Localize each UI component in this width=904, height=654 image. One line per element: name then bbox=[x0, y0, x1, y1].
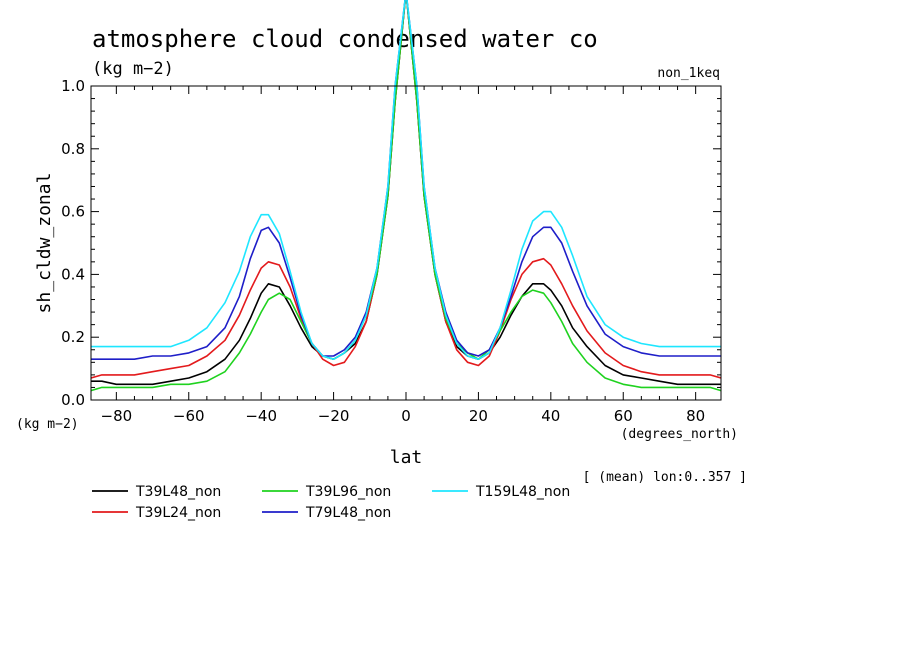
legend-entry-label: T39L96_non bbox=[305, 484, 391, 500]
chart-title: atmosphere cloud condensed water co bbox=[92, 25, 598, 53]
x-units-label: (degrees_north) bbox=[621, 427, 738, 442]
series-line-t39l24-non bbox=[91, 0, 721, 379]
series-layer bbox=[91, 0, 721, 392]
x-tick-label: −20 bbox=[318, 407, 350, 425]
domain-note: [ (mean) lon:0..357 ] bbox=[583, 470, 747, 485]
legend-entry-label: T79L48_non bbox=[305, 505, 391, 521]
series-line-t39l48-non bbox=[91, 0, 721, 386]
x-axis-label: lat bbox=[390, 447, 423, 468]
x-tick-label: 0 bbox=[401, 407, 411, 425]
legend-entry-label: T39L24_non bbox=[135, 505, 221, 521]
axis-ticks bbox=[91, 85, 721, 401]
series-line-t39l96-non bbox=[91, 0, 721, 392]
y-tick-label: 0.6 bbox=[61, 203, 85, 221]
x-tick-label: −40 bbox=[245, 407, 277, 425]
chart-units: (kg m−2) bbox=[92, 59, 174, 79]
y-tick-label: 0.4 bbox=[61, 265, 85, 283]
plot-frame bbox=[90, 85, 722, 401]
y-units-label: (kg m−2) bbox=[16, 417, 79, 432]
x-tick-label: 60 bbox=[614, 407, 633, 425]
y-tick-label: 0.2 bbox=[61, 328, 85, 346]
series-line-t79l48-non bbox=[91, 0, 721, 361]
tick-labels: −80 −60 −40 −20 0 20 40 60 80 0.0 0.2 0.4 0.6 0.8 1.0 bbox=[61, 77, 705, 425]
y-tick-label: 0.8 bbox=[61, 140, 85, 158]
x-tick-label: −80 bbox=[101, 407, 133, 425]
legend-entry-label: T39L48_non bbox=[135, 484, 221, 500]
x-tick-label: 40 bbox=[541, 407, 560, 425]
experiment-label: non_1keq bbox=[657, 66, 720, 81]
x-tick-label: 80 bbox=[686, 407, 705, 425]
legend: T39L48_non T39L24_non T39L96_non T79L48_non… bbox=[92, 484, 570, 521]
x-tick-label: 20 bbox=[469, 407, 488, 425]
y-axis-label: sh_cldw_zonal bbox=[34, 173, 55, 314]
x-tick-label: −60 bbox=[173, 407, 205, 425]
series-line-t159l48-non bbox=[91, 0, 721, 361]
y-tick-label: 1.0 bbox=[61, 77, 85, 95]
legend-entry-label: T159L48_non bbox=[475, 484, 570, 500]
y-tick-label: 0.0 bbox=[61, 391, 85, 409]
